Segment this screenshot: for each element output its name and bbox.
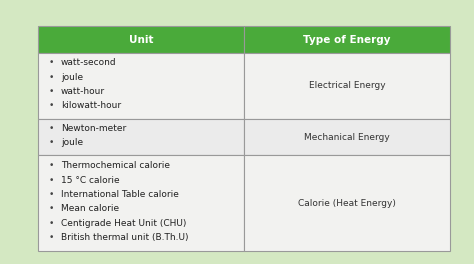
Bar	[244, 26, 450, 53]
Text: watt-second: watt-second	[61, 58, 116, 67]
Text: Unit: Unit	[129, 35, 153, 45]
Text: •: •	[48, 138, 54, 147]
Text: Thermochemical calorie: Thermochemical calorie	[61, 161, 170, 170]
Text: International Table calorie: International Table calorie	[61, 190, 179, 199]
Text: •: •	[48, 176, 54, 185]
Text: •: •	[48, 161, 54, 170]
Text: Mechanical Energy: Mechanical Energy	[304, 133, 390, 142]
Bar	[38, 155, 244, 251]
Text: Calorie (Heat Energy): Calorie (Heat Energy)	[298, 199, 396, 208]
Text: •: •	[48, 204, 54, 213]
Bar	[244, 53, 450, 119]
Bar	[38, 119, 244, 155]
Text: Newton-meter: Newton-meter	[61, 124, 126, 133]
Text: Electrical Energy: Electrical Energy	[309, 81, 385, 90]
Text: •: •	[48, 58, 54, 67]
Text: •: •	[48, 101, 54, 110]
Bar	[38, 26, 244, 53]
Text: Centigrade Heat Unit (CHU): Centigrade Heat Unit (CHU)	[61, 219, 186, 228]
Text: •: •	[48, 124, 54, 133]
Text: joule: joule	[61, 73, 83, 82]
Text: •: •	[48, 233, 54, 242]
Text: •: •	[48, 73, 54, 82]
Bar	[38, 53, 244, 119]
Text: Mean calorie: Mean calorie	[61, 204, 119, 213]
Bar	[244, 155, 450, 251]
Text: kilowatt-hour: kilowatt-hour	[61, 101, 121, 110]
Text: •: •	[48, 219, 54, 228]
Text: British thermal unit (B.Th.U): British thermal unit (B.Th.U)	[61, 233, 188, 242]
Text: watt-hour: watt-hour	[61, 87, 105, 96]
Bar	[244, 119, 450, 155]
Text: joule: joule	[61, 138, 83, 147]
Text: •: •	[48, 87, 54, 96]
Text: 15 °C calorie: 15 °C calorie	[61, 176, 119, 185]
Text: •: •	[48, 190, 54, 199]
Text: Type of Energy: Type of Energy	[303, 35, 391, 45]
